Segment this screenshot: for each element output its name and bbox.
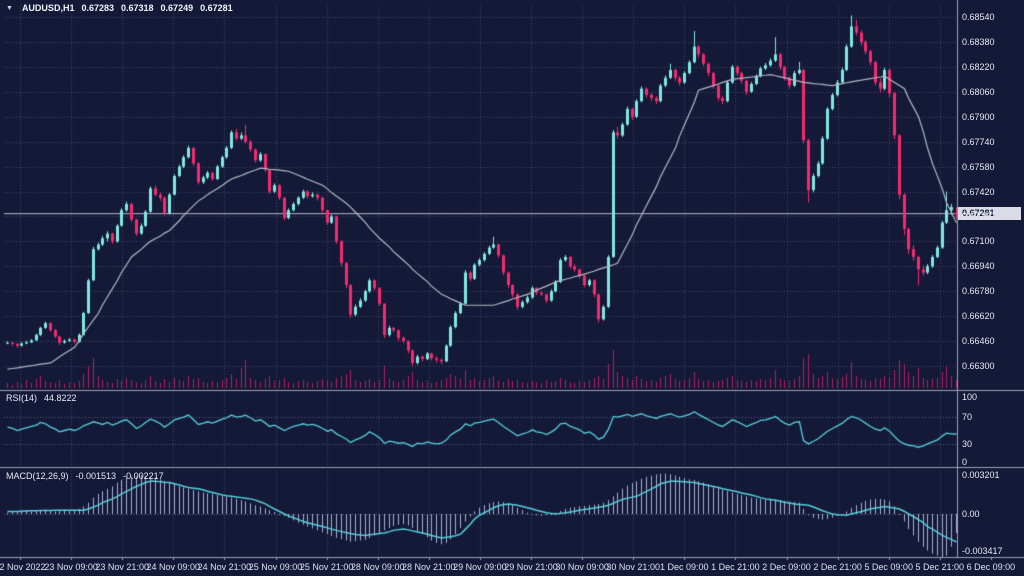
rsi-value: 44.8222 <box>44 393 77 403</box>
time-tick-label: 29 Nov 09:00 <box>453 562 507 572</box>
price-tick-label: 0.66300 <box>962 361 995 372</box>
time-tick-label: 23 Nov 21:00 <box>95 562 149 572</box>
time-tick-label: 22 Nov 2022 <box>0 562 46 572</box>
price-tick-label: 0.66780 <box>962 286 995 297</box>
time-tick-label: 24 Nov 09:00 <box>146 562 201 572</box>
time-tick-label: 25 Nov 21:00 <box>299 562 354 572</box>
rsi-tick-label: 70 <box>962 412 973 423</box>
time-tick-label: 1 Dec 21:00 <box>711 562 760 572</box>
price-tick-label: 0.67100 <box>962 236 995 247</box>
macd-indicator-label: MACD(12,26,9) -0.001513 -0.002217 <box>6 471 164 481</box>
time-tick-label: 30 Nov 21:00 <box>606 562 660 572</box>
macd-tick-label: -0.003417 <box>962 546 1003 556</box>
ohlc-high: 0.67318 <box>121 3 154 13</box>
ohlc-close: 0.67281 <box>200 3 233 13</box>
time-tick-label: 23 Nov 09:00 <box>44 562 98 572</box>
price-tick-label: 0.67900 <box>962 111 995 122</box>
chart-title-bar: ▼ AUDUSD,H1 0.67283 0.67318 0.67249 0.67… <box>6 3 233 13</box>
price-tick-label: 0.68540 <box>962 11 995 22</box>
time-tick-label: 2 Dec 21:00 <box>813 562 862 572</box>
price-tick-label: 0.66940 <box>962 261 995 272</box>
rsi-axis[interactable] <box>958 391 1024 466</box>
price-tick-label: 0.66620 <box>962 311 995 322</box>
symbol-dropdown-icon[interactable]: ▼ <box>6 4 13 12</box>
price-tick-label: 0.66460 <box>962 336 995 347</box>
time-tick-label: 29 Nov 21:00 <box>504 562 558 572</box>
time-tick-label: 5 Dec 09:00 <box>864 562 913 572</box>
time-tick-label: 5 Dec 21:00 <box>915 562 965 572</box>
price-tick-label: 0.67580 <box>962 161 995 172</box>
price-tick-label: 0.68220 <box>962 61 995 72</box>
macd-name: MACD(12,26,9) <box>6 471 69 481</box>
price-tick-label: 0.67740 <box>962 136 995 147</box>
rsi-tick-label: 30 <box>962 438 973 449</box>
price-tick-label: 0.68380 <box>962 36 995 47</box>
macd-tick-label: 0.003201 <box>962 470 1000 480</box>
time-tick-label: 1 Dec 09:00 <box>660 562 709 572</box>
time-tick-label: 25 Nov 09:00 <box>248 562 303 572</box>
rsi-indicator-label: RSI(14) 44.8222 <box>6 393 77 403</box>
time-tick-label: 2 Dec 09:00 <box>762 562 811 572</box>
current-price-box: 0.67281 <box>958 206 1021 220</box>
ohlc-open: 0.67283 <box>81 3 114 13</box>
symbol-timeframe-label: AUDUSD,H1 <box>21 3 75 13</box>
time-tick-label: 30 Nov 09:00 <box>555 562 609 572</box>
time-tick-label: 6 Dec 09:00 <box>966 562 1016 572</box>
rsi-name: RSI(14) <box>6 393 38 403</box>
macd-main-value: -0.001513 <box>75 471 117 481</box>
rsi-tick-label: 0 <box>962 457 968 467</box>
ohlc-low: 0.67249 <box>160 3 194 13</box>
macd-signal-value: -0.002217 <box>123 471 164 481</box>
time-tick-label: 28 Nov 21:00 <box>402 562 456 572</box>
rsi-tick-label: 100 <box>962 392 978 402</box>
price-tick-label: 0.67260 <box>962 211 995 222</box>
macd-tick-label: 0.00 <box>962 509 980 519</box>
price-tick-label: 0.67420 <box>962 186 995 197</box>
time-tick-label: 28 Nov 09:00 <box>350 562 405 572</box>
time-tick-label: 24 Nov 21:00 <box>197 562 252 572</box>
price-tick-label: 0.68060 <box>962 86 995 97</box>
